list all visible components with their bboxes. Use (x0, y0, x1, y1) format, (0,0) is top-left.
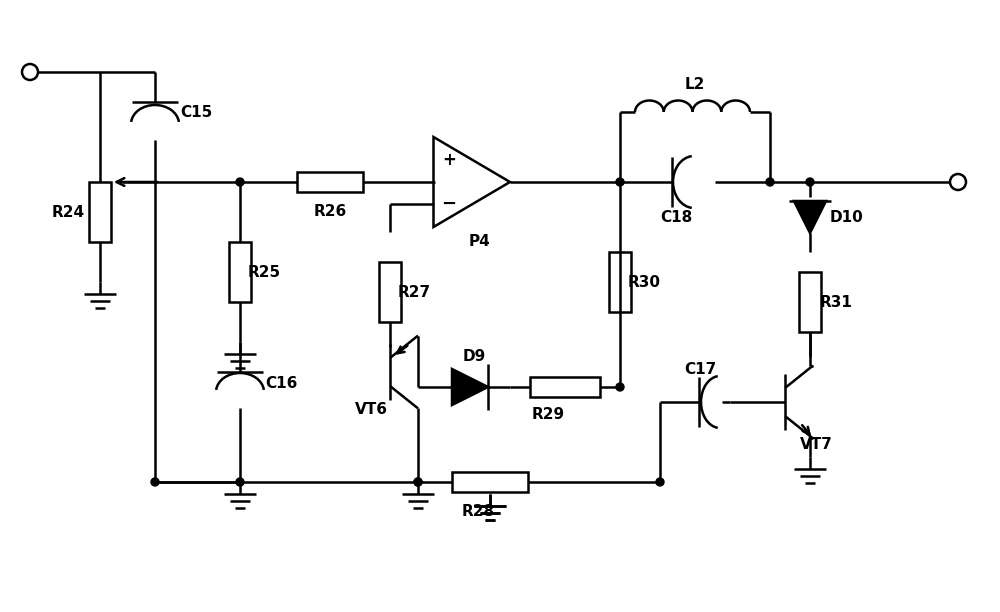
Text: R26: R26 (314, 204, 347, 219)
Text: −: − (441, 195, 457, 213)
Circle shape (414, 478, 422, 486)
Bar (229, 242, 251, 302)
Circle shape (656, 478, 664, 486)
Circle shape (236, 178, 244, 186)
Bar (452, 472, 528, 492)
Bar (799, 272, 821, 332)
Text: VT7: VT7 (800, 437, 833, 452)
Bar (530, 377, 600, 397)
Text: D10: D10 (830, 209, 864, 225)
Text: C17: C17 (684, 362, 716, 377)
Bar (89, 182, 111, 242)
Text: C15: C15 (180, 105, 212, 119)
Circle shape (616, 178, 624, 186)
Text: C18: C18 (660, 210, 692, 225)
Text: VT6: VT6 (355, 402, 388, 417)
Text: R25: R25 (248, 264, 281, 280)
Bar (297, 172, 363, 192)
Text: C16: C16 (265, 376, 297, 392)
Text: R27: R27 (398, 285, 431, 299)
Text: R30: R30 (628, 275, 661, 289)
Circle shape (414, 478, 422, 486)
Text: R29: R29 (531, 407, 565, 422)
Text: L2: L2 (685, 77, 705, 92)
Bar (609, 252, 631, 312)
Circle shape (236, 478, 244, 486)
Text: P4: P4 (469, 234, 491, 249)
Text: R31: R31 (820, 294, 853, 310)
Circle shape (616, 383, 624, 391)
Text: +: + (442, 151, 456, 169)
Polygon shape (452, 369, 488, 405)
Circle shape (766, 178, 774, 186)
Circle shape (806, 178, 814, 186)
Polygon shape (794, 201, 826, 233)
Text: D9: D9 (463, 349, 486, 364)
Text: R28: R28 (461, 504, 495, 519)
Text: R24: R24 (52, 204, 85, 220)
Bar (379, 262, 401, 322)
Circle shape (151, 478, 159, 486)
